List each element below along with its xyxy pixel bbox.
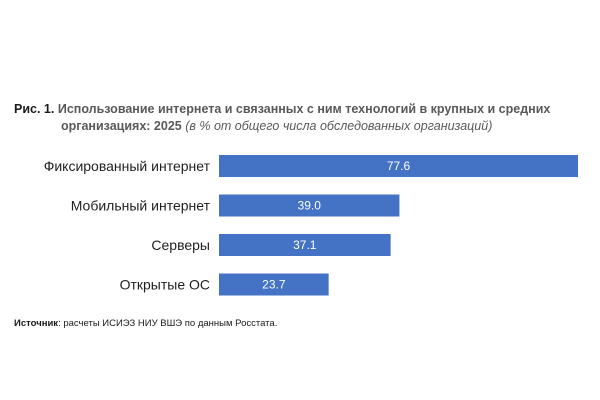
category-label: Мобильный интернет [71, 198, 211, 214]
figure-number: Рис. 1. [14, 102, 55, 116]
value-label: 39.0 [298, 199, 322, 213]
category-label: Открытые ОС [120, 277, 210, 293]
title-unit-note: (в % от общего числа обследованных орган… [185, 119, 493, 133]
bar [219, 194, 400, 217]
source-label: Источник [14, 318, 59, 329]
chart-title: Рис. 1. Использование интернета и связан… [14, 101, 596, 135]
value-label: 23.7 [262, 278, 286, 292]
title-text-line2: организациях: 2025 [61, 119, 182, 133]
category-label: Фиксированный интернет [44, 158, 211, 174]
bar [219, 155, 578, 177]
bar [219, 273, 329, 296]
value-label: 37.1 [293, 238, 317, 252]
source-text: : расчеты ИСИЭЗ НИУ ВШЭ по данным Росста… [58, 318, 278, 329]
value-label: 77.6 [387, 159, 411, 173]
title-text-line1: Использование интернета и связанных с ни… [57, 102, 551, 116]
category-label: Серверы [151, 237, 210, 253]
bar [219, 234, 391, 256]
source-note: Источник: расчеты ИСИЭЗ НИУ ВШЭ по данны… [14, 318, 277, 329]
